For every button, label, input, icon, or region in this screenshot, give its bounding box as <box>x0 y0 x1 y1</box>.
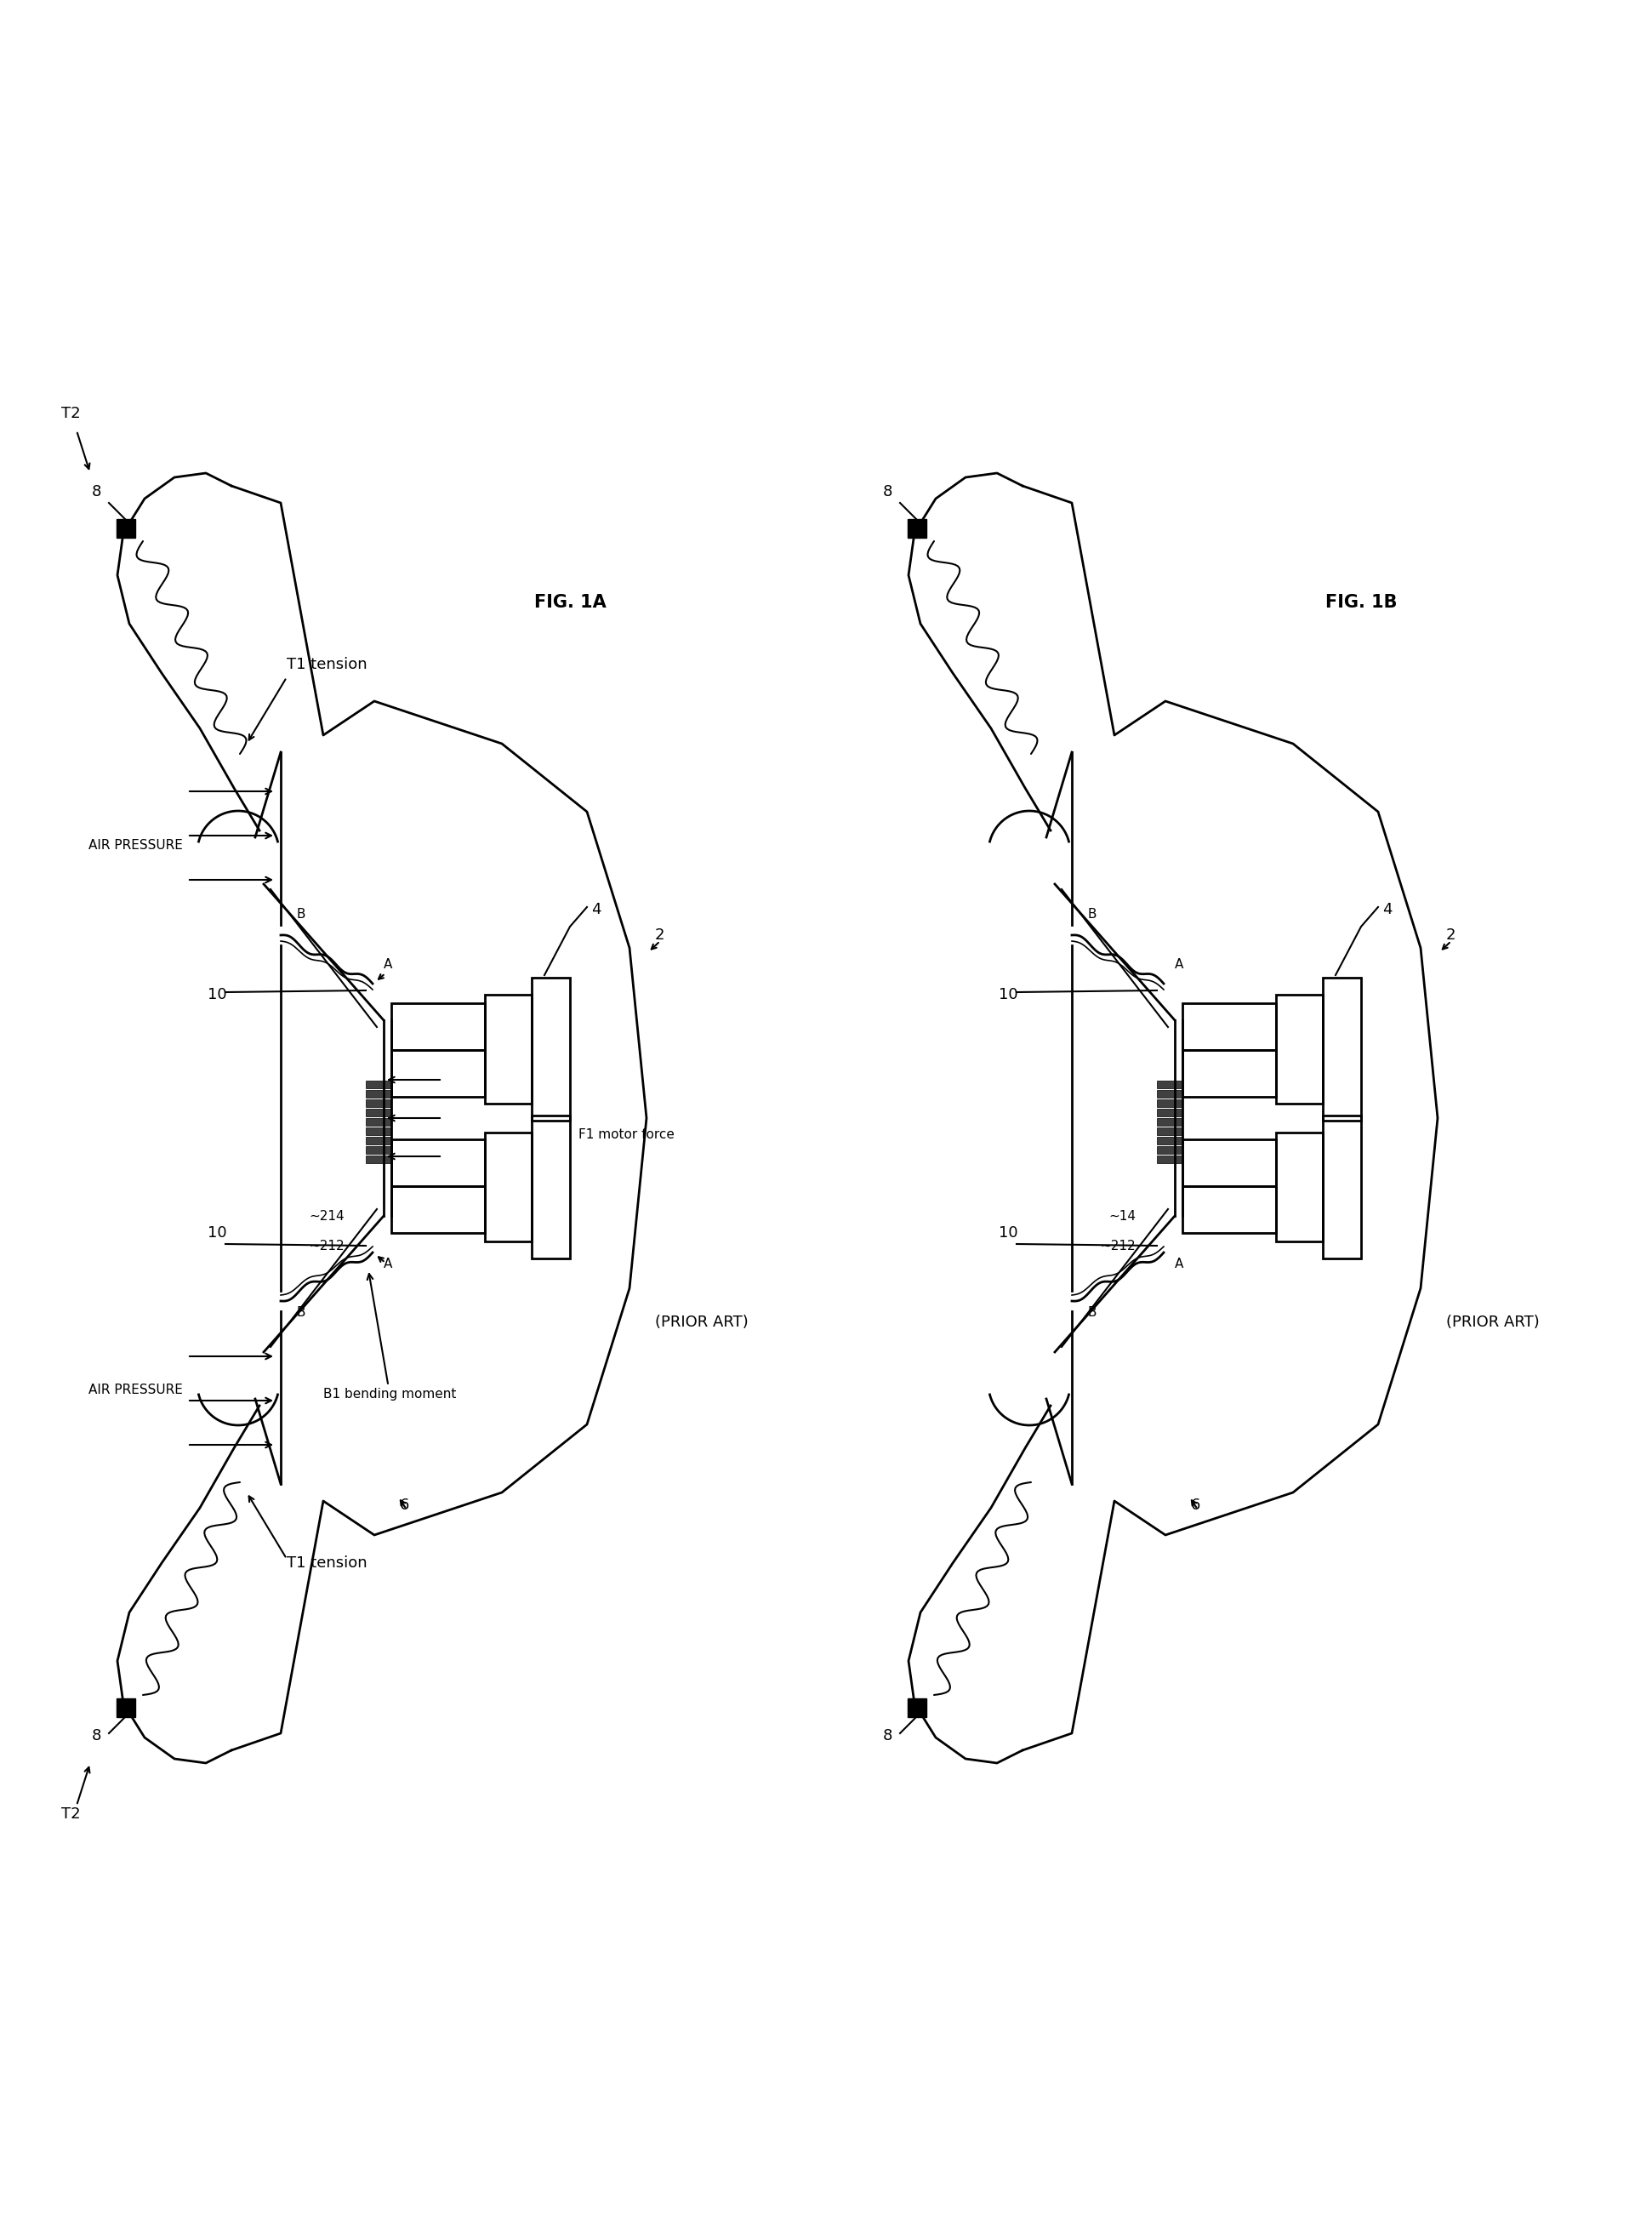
Bar <box>365 1157 392 1163</box>
Text: B: B <box>296 908 306 922</box>
Bar <box>1156 1127 1183 1134</box>
Text: A: A <box>383 1257 392 1271</box>
Bar <box>1156 1098 1183 1107</box>
Text: A: A <box>383 957 392 971</box>
Bar <box>365 1110 392 1116</box>
Bar <box>486 995 532 1103</box>
Bar <box>1156 1157 1183 1163</box>
Bar <box>1323 1116 1361 1259</box>
Bar <box>1156 1110 1183 1116</box>
Bar <box>392 1139 486 1186</box>
Bar <box>1275 995 1323 1103</box>
Text: ~14: ~14 <box>1108 1210 1135 1224</box>
Text: F1 motor force: F1 motor force <box>578 1130 674 1141</box>
Text: 2: 2 <box>1446 928 1455 942</box>
Bar <box>532 1116 570 1259</box>
Text: T1 tension: T1 tension <box>287 1555 367 1570</box>
Text: 10: 10 <box>206 1226 226 1242</box>
Text: 8: 8 <box>882 1729 892 1743</box>
Bar <box>1156 1118 1183 1125</box>
Bar <box>392 1002 486 1049</box>
Bar <box>1156 1145 1183 1154</box>
Bar <box>392 1049 486 1096</box>
Text: 8: 8 <box>91 483 101 499</box>
Text: 4: 4 <box>1383 902 1393 917</box>
Text: 10: 10 <box>206 987 226 1002</box>
Bar <box>1183 1049 1275 1096</box>
Text: B: B <box>1087 908 1095 922</box>
Bar <box>532 978 570 1121</box>
Bar <box>1323 978 1361 1121</box>
Bar <box>365 1145 392 1154</box>
Text: T1 tension: T1 tension <box>287 658 367 671</box>
Text: B: B <box>296 1306 306 1320</box>
Text: T2: T2 <box>61 1807 81 1821</box>
Bar <box>365 1118 392 1125</box>
Text: T2: T2 <box>61 405 81 421</box>
Bar <box>1183 1002 1275 1049</box>
Bar <box>907 1698 927 1718</box>
Bar <box>117 1698 135 1718</box>
Text: AIR PRESSURE: AIR PRESSURE <box>89 839 183 852</box>
Bar <box>1156 1136 1183 1145</box>
Bar <box>1156 1089 1183 1098</box>
Text: (PRIOR ART): (PRIOR ART) <box>654 1315 748 1331</box>
Bar <box>365 1127 392 1134</box>
Text: (PRIOR ART): (PRIOR ART) <box>1446 1315 1540 1331</box>
Text: 4: 4 <box>591 902 601 917</box>
Text: 8: 8 <box>882 483 892 499</box>
Text: A: A <box>1175 1257 1183 1271</box>
Bar <box>365 1080 392 1087</box>
Text: 8: 8 <box>91 1729 101 1743</box>
Text: ~212: ~212 <box>309 1239 345 1253</box>
Bar <box>1156 1080 1183 1087</box>
Text: ~214: ~214 <box>309 1210 345 1224</box>
Bar <box>1183 1139 1275 1186</box>
Text: 2: 2 <box>654 928 664 942</box>
Text: 6: 6 <box>1191 1497 1201 1512</box>
Bar <box>907 519 927 537</box>
Text: ~212: ~212 <box>1100 1239 1135 1253</box>
Text: 10: 10 <box>998 987 1018 1002</box>
Text: B: B <box>1087 1306 1095 1320</box>
Bar <box>365 1136 392 1145</box>
Bar <box>117 519 135 537</box>
Text: FIG. 1B: FIG. 1B <box>1325 595 1398 611</box>
Text: B1 bending moment: B1 bending moment <box>324 1273 456 1400</box>
Text: 10: 10 <box>998 1226 1018 1242</box>
Text: 6: 6 <box>400 1497 410 1512</box>
Bar <box>365 1089 392 1098</box>
Text: AIR PRESSURE: AIR PRESSURE <box>89 1385 183 1396</box>
Bar <box>486 1132 532 1242</box>
Text: FIG. 1A: FIG. 1A <box>534 595 606 611</box>
Bar <box>1275 1132 1323 1242</box>
Bar <box>1183 1186 1275 1233</box>
Bar <box>392 1186 486 1233</box>
Text: A: A <box>1175 957 1183 971</box>
Bar <box>365 1098 392 1107</box>
